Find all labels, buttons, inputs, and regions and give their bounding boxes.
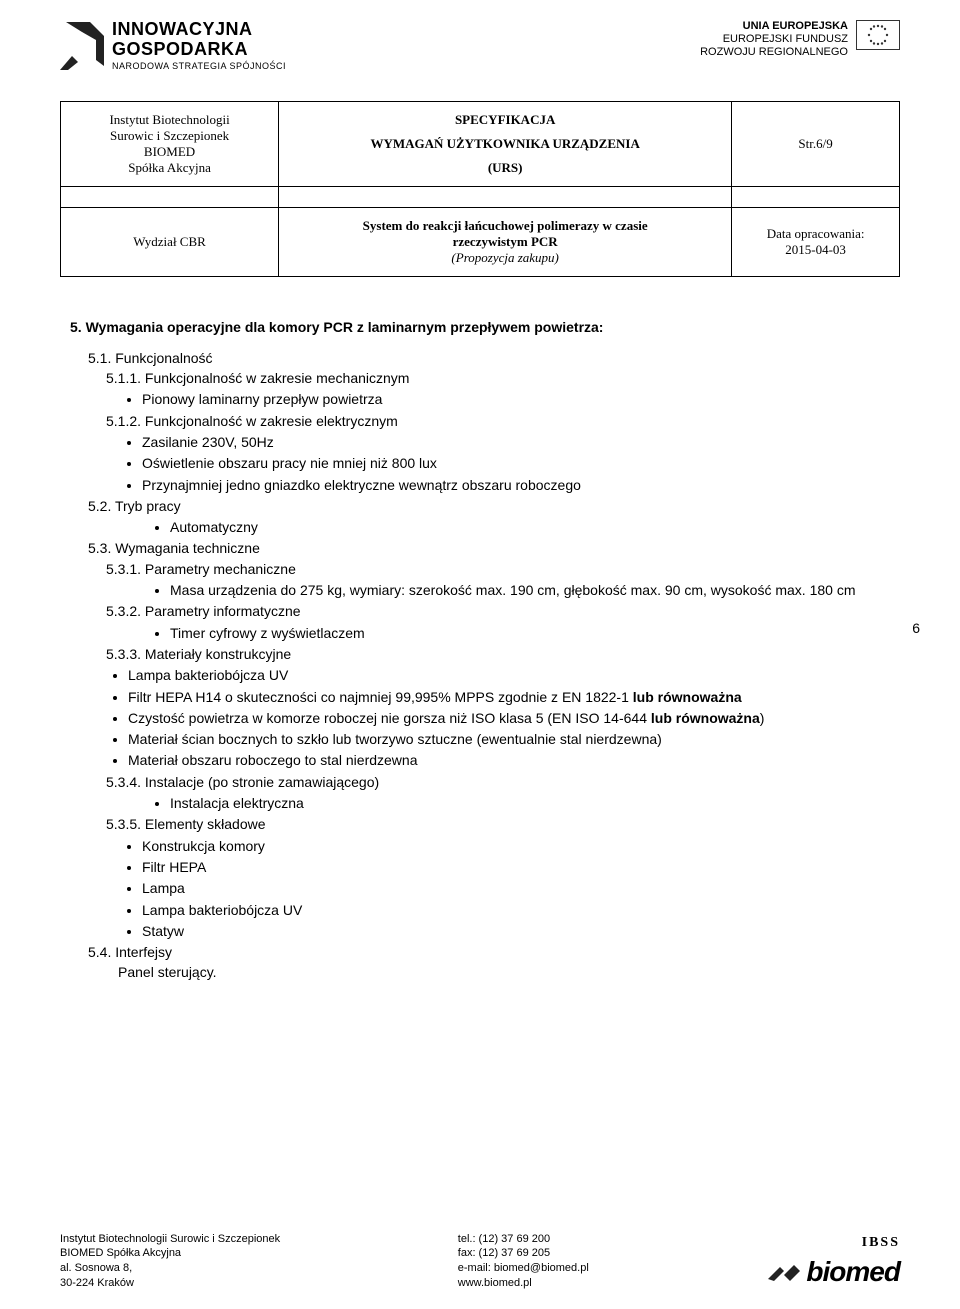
logo-left-text: INNOWACYJNA GOSPODARKA NARODOWA STRATEGI… [112,20,286,71]
t2c2l2: rzeczywistym PCR [291,234,719,250]
t1-cell1: Instytut Biotechnologii Surowic i Szczep… [61,102,279,187]
b531-1: Masa urządzenia do 275 kg, wymiary: szer… [170,580,890,600]
logo-eu: UNIA EUROPEJSKA EUROPEJSKI FUNDUSZ ROZWO… [700,20,900,60]
s51: 5.1. Funkcjonalność [88,348,890,368]
header-right-line2: EUROPEJSKI FUNDUSZ [700,33,848,46]
b535-1: Konstrukcja komory [142,836,890,856]
b533-4: Materiał ścian bocznych to szkło lub two… [128,729,890,749]
t2-cell1: Wydział CBR [61,208,279,277]
page-header: INNOWACYJNA GOSPODARKA NARODOWA STRATEGI… [0,0,960,81]
header-table-1: Instytut Biotechnologii Surowic i Szczep… [60,101,900,277]
t1c2l2: WYMAGAŃ UŻYTKOWNIKA URZĄDZENIA [291,136,719,152]
b535-2: Filtr HEPA [142,857,890,877]
list-533: Lampa bakteriobójcza UV Filtr HEPA H14 o… [128,665,890,770]
t1c2l3: (URS) [291,160,719,176]
s511: 5.1.1. Funkcjonalność w zakresie mechani… [106,368,890,388]
t1c1l2: Surowic i Szczepionek [73,128,266,144]
b533-3: Czystość powietrza w komorze roboczej ni… [128,708,890,728]
s512: 5.1.2. Funkcjonalność w zakresie elektry… [106,411,890,431]
logo-right-text: UNIA EUROPEJSKA EUROPEJSKI FUNDUSZ ROZWO… [700,20,848,60]
f2l4: www.biomed.pl [458,1276,589,1291]
t1-cell3: Str.6/9 [732,102,900,187]
f2l1: tel.: (12) 37 69 200 [458,1232,589,1247]
t2c3l1: Data opracowania: [744,226,887,242]
header-tables: Instytut Biotechnologii Surowic i Szczep… [0,101,960,277]
b512-2: Oświetlenie obszaru pracy nie mniej niż … [142,453,890,473]
list-532: Timer cyfrowy z wyświetlaczem [170,623,890,643]
b535-4: Lampa bakteriobójcza UV [142,900,890,920]
document-body: 5. Wymagania operacyjne dla komory PCR z… [0,317,960,982]
b532-1: Timer cyfrowy z wyświetlaczem [170,623,890,643]
b512-3: Przynajmniej jedno gniazdko elektryczne … [142,475,890,495]
footer-col2: tel.: (12) 37 69 200 fax: (12) 37 69 205… [458,1232,589,1291]
b533-1: Lampa bakteriobójcza UV [128,665,890,685]
t1c2l1: SPECYFIKACJA [291,112,719,128]
header-left-line3: NARODOWA STRATEGIA SPÓJNOŚCI [112,62,286,72]
footer-col1: Instytut Biotechnologii Surowic i Szczep… [60,1232,280,1291]
biomed-mark-icon [766,1261,802,1283]
b534-1: Instalacja elektryczna [170,793,890,813]
b533-2: Filtr HEPA H14 o skuteczności co najmnie… [128,687,890,707]
logo-innowacyjna: INNOWACYJNA GOSPODARKA NARODOWA STRATEGI… [60,20,286,71]
list-531: Masa urządzenia do 275 kg, wymiary: szer… [170,580,890,600]
s54: 5.4. Interfejsy [88,942,890,962]
s52: 5.2. Tryb pracy [88,496,890,516]
t2c2l3: (Propozycja zakupu) [291,250,719,266]
b52-1: Automatyczny [170,517,890,537]
footer-logo-top: IBSS [766,1234,900,1253]
list-52: Automatyczny [170,517,890,537]
b535-5: Statyw [142,921,890,941]
page-footer: Instytut Biotechnologii Surowic i Szczep… [60,1232,900,1291]
b533-3t: Czystość powietrza w komorze roboczej ni… [128,710,764,726]
f2l2: fax: (12) 37 69 205 [458,1246,589,1261]
f1l1: Instytut Biotechnologii Surowic i Szczep… [60,1232,280,1247]
list-535: Konstrukcja komory Filtr HEPA Lampa Lamp… [142,836,890,941]
footer-logo: IBSS biomed [766,1234,900,1291]
t2-cell3: Data opracowania: 2015-04-03 [732,208,900,277]
b512-1: Zasilanie 230V, 50Hz [142,432,890,452]
footer-logo-bottom: biomed [806,1253,900,1291]
t2c3l2: 2015-04-03 [744,242,887,258]
eu-flag-icon [856,20,900,50]
b535-3: Lampa [142,878,890,898]
s54-1: Panel sterujący. [118,962,890,982]
s535: 5.3.5. Elementy składowe [106,814,890,834]
s532: 5.3.2. Parametry informatyczne [106,601,890,621]
s534: 5.3.4. Instalacje (po stronie zamawiając… [106,772,890,792]
t2c2l1: System do reakcji łańcuchowej polimerazy… [291,218,719,234]
t2-cell2: System do reakcji łańcuchowej polimerazy… [279,208,732,277]
f1l4: 30-224 Kraków [60,1276,280,1291]
header-right-line3: ROZWOJU REGIONALNEGO [700,46,848,59]
page-number: 6 [912,620,920,636]
header-left-line1: INNOWACYJNA [112,20,286,40]
t1c1l3: BIOMED [73,144,266,160]
t1c1l1: Instytut Biotechnologii [73,112,266,128]
header-left-line2: GOSPODARKA [112,40,286,60]
list-512: Zasilanie 230V, 50Hz Oświetlenie obszaru… [142,432,890,495]
list-534: Instalacja elektryczna [170,793,890,813]
s531: 5.3.1. Parametry mechaniczne [106,559,890,579]
f2l3: e-mail: biomed@biomed.pl [458,1261,589,1276]
list-511: Pionowy laminarny przepływ powietrza [142,389,890,409]
s533: 5.3.3. Materiały konstrukcyjne [106,644,890,664]
b533-2t: Filtr HEPA H14 o skuteczności co najmnie… [128,689,742,705]
b511-1: Pionowy laminarny przepływ powietrza [142,389,890,409]
f1l2: BIOMED Spółka Akcyjna [60,1246,280,1261]
s53: 5.3. Wymagania techniczne [88,538,890,558]
b533-5: Materiał obszaru roboczego to stal nierd… [128,750,890,770]
section-5-title: 5. Wymagania operacyjne dla komory PCR z… [70,317,890,337]
t1-cell2: SPECYFIKACJA WYMAGAŃ UŻYTKOWNIKA URZĄDZE… [279,102,732,187]
star-icon [60,22,104,70]
t1c1l4: Spółka Akcyjna [73,160,266,176]
f1l3: al. Sosnowa 8, [60,1261,280,1276]
header-right-line1: UNIA EUROPEJSKA [700,20,848,33]
